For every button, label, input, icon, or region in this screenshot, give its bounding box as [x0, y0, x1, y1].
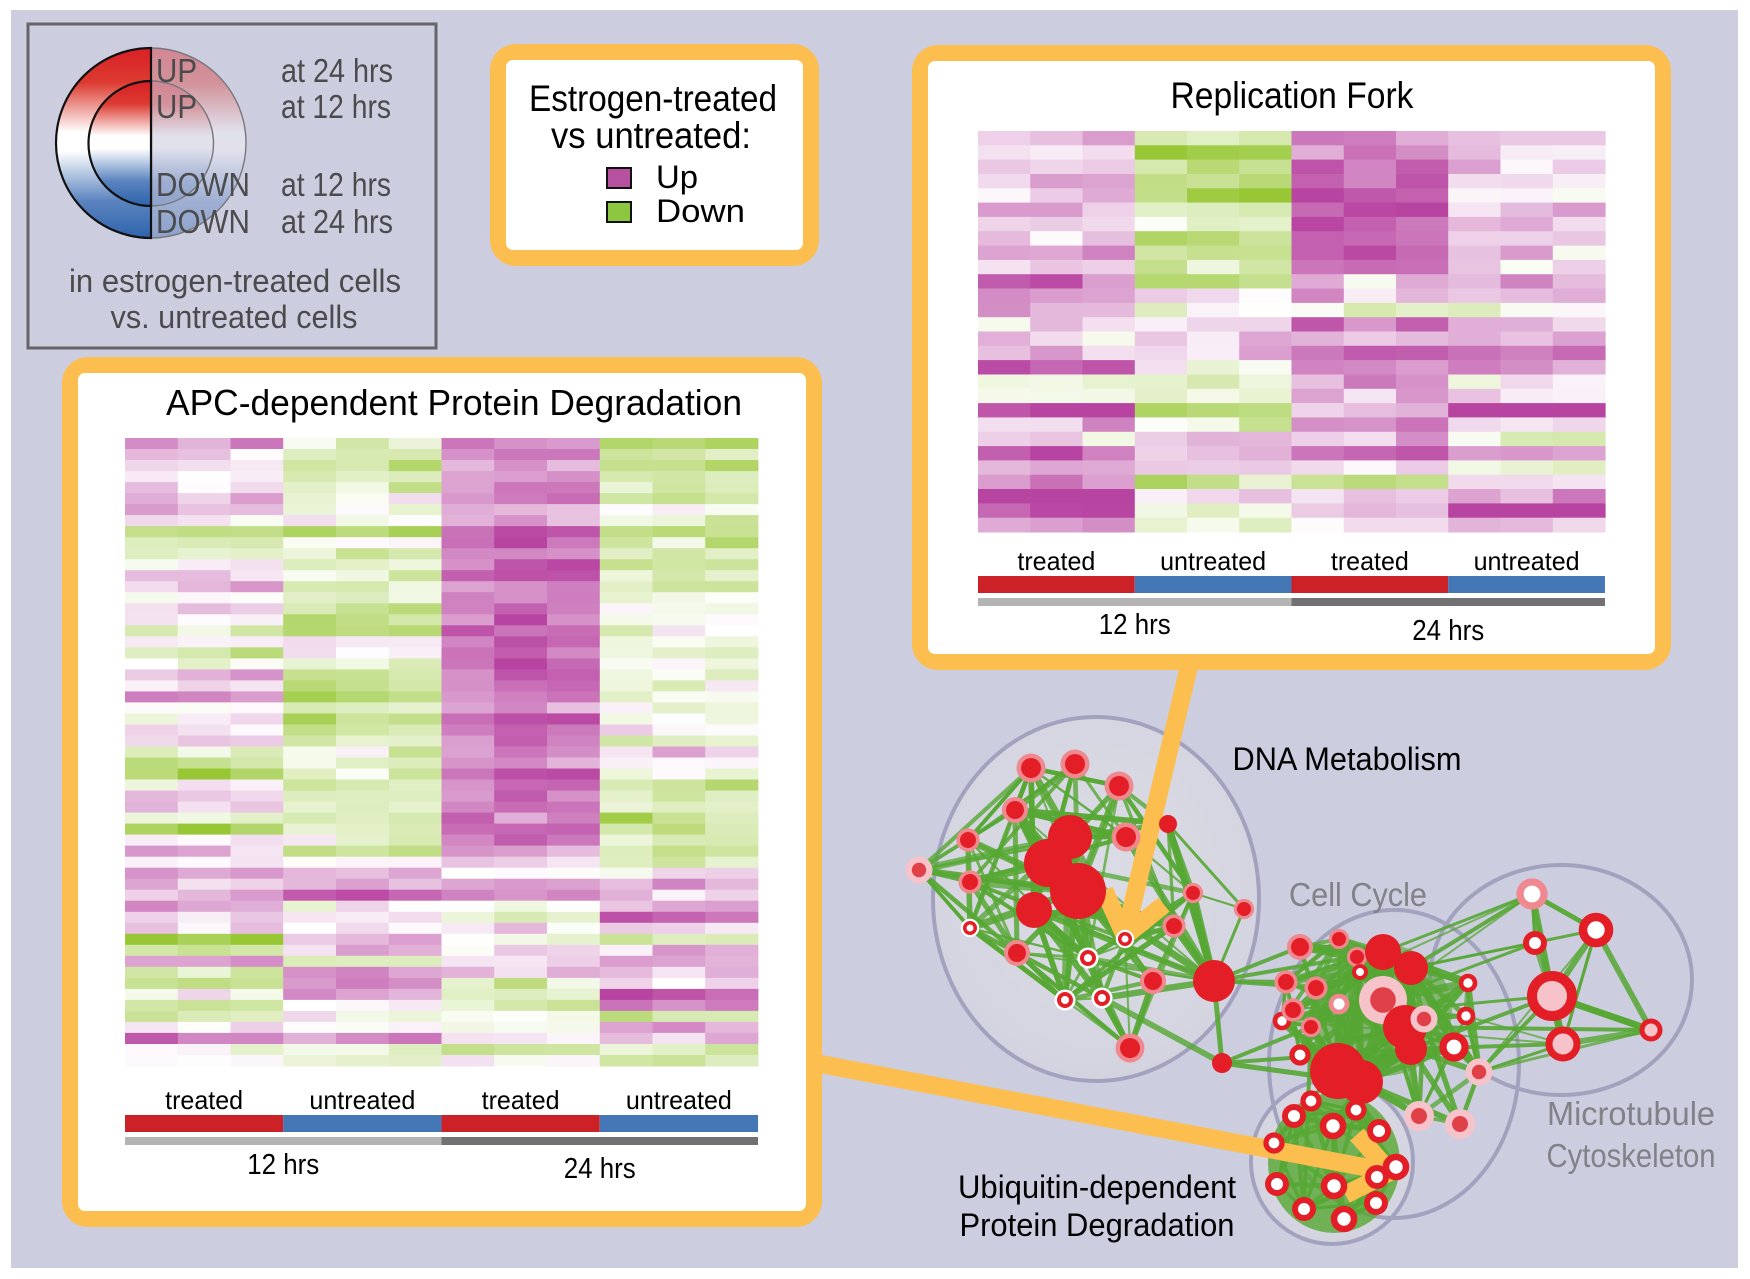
svg-text:UP: UP — [156, 88, 197, 125]
svg-text:untreated: untreated — [626, 1085, 732, 1115]
svg-text:vs untreated:: vs untreated: — [551, 115, 751, 156]
svg-text:at 24 hrs: at 24 hrs — [281, 203, 393, 240]
svg-text:24 hrs: 24 hrs — [564, 1153, 636, 1185]
svg-text:at 12 hrs: at 12 hrs — [281, 88, 391, 125]
svg-text:treated: treated — [165, 1085, 243, 1115]
svg-text:DOWN: DOWN — [156, 203, 250, 240]
svg-text:treated: treated — [1331, 546, 1409, 576]
svg-text:Down: Down — [656, 193, 745, 229]
svg-text:Ubiquitin-dependent: Ubiquitin-dependent — [958, 1169, 1236, 1205]
svg-text:untreated: untreated — [1474, 546, 1580, 576]
svg-text:UP: UP — [156, 52, 197, 89]
svg-text:APC-dependent Protein Degradat: APC-dependent Protein Degradation — [166, 382, 742, 423]
svg-text:Cytoskeleton: Cytoskeleton — [1547, 1137, 1716, 1174]
svg-text:Cell Cycle: Cell Cycle — [1289, 876, 1427, 913]
svg-text:untreated: untreated — [1160, 546, 1266, 576]
svg-text:Protein Degradation: Protein Degradation — [960, 1207, 1235, 1243]
svg-text:DOWN: DOWN — [156, 166, 250, 203]
svg-text:Up: Up — [656, 159, 698, 195]
svg-text:Microtubule: Microtubule — [1547, 1095, 1715, 1132]
svg-text:vs. untreated cells: vs. untreated cells — [111, 299, 358, 335]
svg-text:at 24 hrs: at 24 hrs — [281, 52, 393, 89]
svg-text:in estrogen-treated cells: in estrogen-treated cells — [69, 263, 401, 299]
svg-text:24 hrs: 24 hrs — [1412, 615, 1484, 647]
svg-text:treated: treated — [1017, 546, 1095, 576]
svg-text:12 hrs: 12 hrs — [1099, 609, 1171, 641]
svg-text:untreated: untreated — [309, 1085, 415, 1115]
svg-text:DNA Metabolism: DNA Metabolism — [1233, 741, 1462, 777]
svg-text:at 12 hrs: at 12 hrs — [281, 166, 391, 203]
svg-text:Replication Fork: Replication Fork — [1171, 75, 1414, 116]
svg-text:treated: treated — [482, 1085, 560, 1115]
svg-text:Estrogen-treated: Estrogen-treated — [529, 78, 777, 119]
svg-text:12 hrs: 12 hrs — [247, 1149, 319, 1181]
